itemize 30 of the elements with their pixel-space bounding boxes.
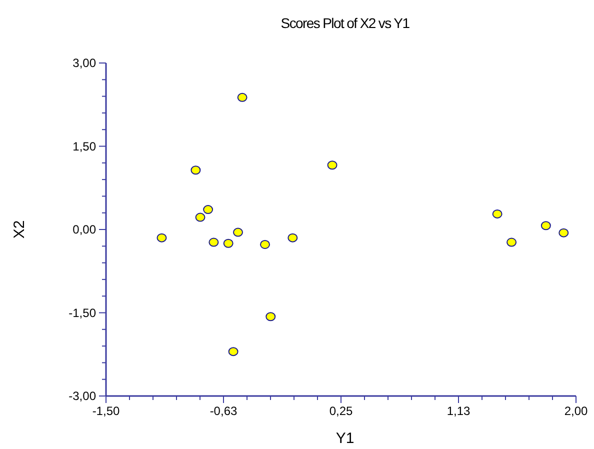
point [156, 233, 167, 242]
point [233, 228, 244, 237]
point [506, 238, 517, 247]
point [492, 209, 502, 218]
y-tick-label: -3,00 [68, 389, 96, 403]
x-tick-label: 2,00 [564, 404, 588, 418]
point [208, 238, 219, 247]
point [288, 233, 298, 242]
x-tick-label: -0,63 [210, 404, 238, 418]
point [266, 312, 276, 322]
point [540, 221, 551, 230]
point [237, 92, 248, 102]
x-tick-label: 0,25 [329, 404, 353, 418]
point [195, 212, 206, 222]
chart-title: Scores Plot of X2 vs Y1 [280, 15, 410, 31]
point [190, 166, 201, 175]
y-tick-label: 3,00 [72, 56, 96, 70]
x-tick-label: 1,13 [446, 404, 470, 418]
x-tick-label: -1,50 [92, 404, 120, 418]
y-axis-title: X2 [11, 220, 28, 239]
point [558, 228, 569, 238]
point [260, 240, 270, 249]
y-tick-label: 0,00 [72, 222, 96, 236]
y-tick-label: -1,50 [68, 306, 96, 320]
point [223, 238, 234, 248]
point [228, 347, 238, 356]
point [203, 205, 214, 214]
x-axis-title: Y1 [336, 430, 354, 447]
point [327, 160, 338, 170]
y-tick-label: 1,50 [72, 139, 96, 154]
